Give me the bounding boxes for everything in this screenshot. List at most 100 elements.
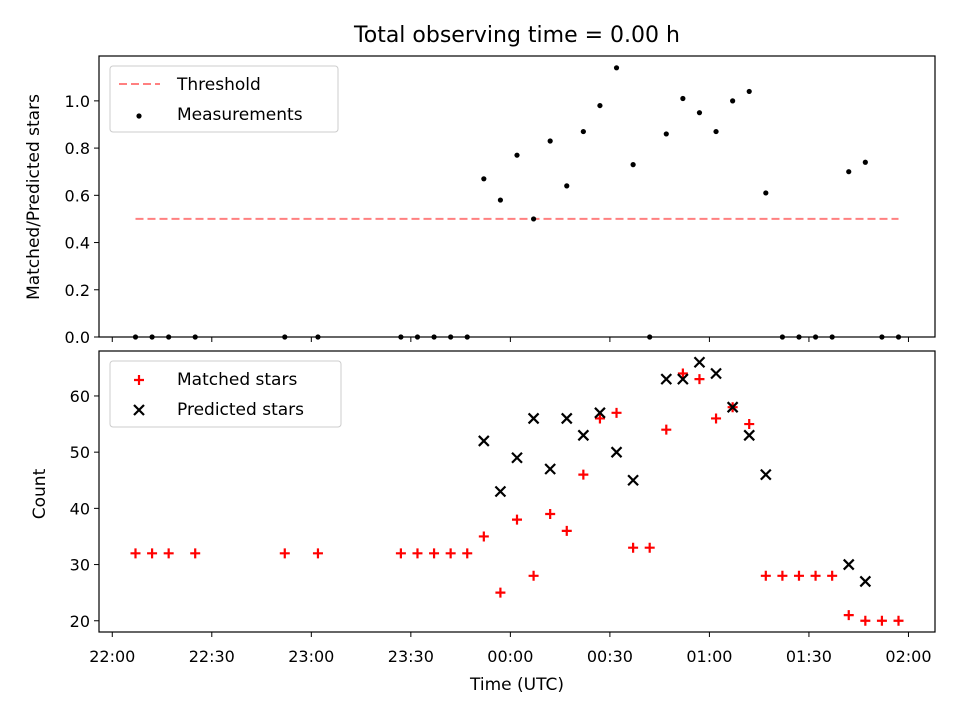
predicted-stars-point xyxy=(677,373,689,385)
measurement-point xyxy=(862,159,868,165)
matched-stars-point xyxy=(512,514,522,525)
measurement-point xyxy=(713,128,719,135)
matched-stars-point xyxy=(777,570,788,581)
predicted-stars-point xyxy=(494,485,507,498)
measurement-point xyxy=(846,169,852,175)
measurement-point xyxy=(696,110,703,116)
matched-stars-point xyxy=(744,419,755,430)
x-tick-label: 01:30 xyxy=(786,647,832,666)
matched-stars-point xyxy=(312,548,323,559)
predicted-stars-point xyxy=(577,429,590,442)
matched-stars-point xyxy=(134,375,144,385)
matched-stars-point xyxy=(611,407,622,418)
matched-stars-point xyxy=(147,548,158,559)
predicted-stars-point xyxy=(760,468,772,481)
bottom-plot-area: 20 30 40 50 60 22:00 22:30 23:00 23:30 00:00 00:30… xyxy=(70,350,936,666)
top-y-tick-label: 1.0 xyxy=(65,92,90,111)
matched-stars-point xyxy=(860,615,871,626)
predicted-stars-point xyxy=(527,412,540,425)
measurement-point xyxy=(564,183,570,189)
top-y-tick-label: 0.0 xyxy=(65,328,90,347)
predicted-stars-point xyxy=(511,452,523,464)
top-y-tick-label: 0.6 xyxy=(65,186,90,205)
bottom-legend-box xyxy=(109,360,342,428)
matched-stars-point xyxy=(893,615,904,626)
matched-stars-point xyxy=(628,542,639,553)
matched-stars-point xyxy=(412,548,423,559)
measurement-point xyxy=(763,190,769,196)
matched-stars-point xyxy=(843,610,854,621)
matched-stars-point xyxy=(545,508,556,519)
bottom-plot-frame xyxy=(98,350,936,633)
legend-measurements-swatch xyxy=(136,113,142,119)
predicted-stars-point xyxy=(859,575,872,588)
bottom-y-axis-label: Count xyxy=(30,468,50,519)
matched-stars-point xyxy=(561,525,572,536)
matched-stars-point xyxy=(644,542,655,553)
matched-stars-point xyxy=(578,469,589,480)
predicted-stars-point xyxy=(660,373,673,385)
top-y-axis-label: Matched/Predicted stars xyxy=(24,94,44,300)
matched-stars-point xyxy=(694,374,705,385)
matched-stars-point xyxy=(429,548,440,559)
top-y-tick-label: 0.4 xyxy=(65,234,90,253)
predicted-stars-point xyxy=(560,412,573,425)
measurement-point xyxy=(630,162,636,168)
matched-stars-point xyxy=(495,587,506,598)
matched-stars-point xyxy=(478,531,489,542)
predicted-stars-point xyxy=(693,356,706,369)
x-tick-label: 23:30 xyxy=(388,647,434,666)
x-axis-label: Time (UTC) xyxy=(469,675,564,695)
top-plot-frame xyxy=(98,55,936,338)
predicted-stars-point xyxy=(478,435,490,447)
top-y-tick-label: 0.8 xyxy=(65,139,90,158)
matched-stars-point xyxy=(190,548,201,559)
x-tick-label: 22:00 xyxy=(89,647,135,666)
measurement-point xyxy=(514,152,520,158)
matched-stars-point xyxy=(528,570,539,581)
matched-stars-point xyxy=(130,548,141,559)
measurement-point xyxy=(746,88,752,95)
matched-stars-point xyxy=(711,413,722,424)
matched-stars-point xyxy=(677,368,688,379)
matched-stars-point xyxy=(810,570,821,581)
matched-stars-point xyxy=(876,615,887,626)
predicted-stars-point xyxy=(544,463,556,475)
measurement-point xyxy=(597,102,603,109)
matched-stars-point xyxy=(395,548,406,559)
legend-matched-label: Matched stars xyxy=(177,370,297,390)
top-plot-area: 0.0 0.2 0.4 0.6 0.8 1.0 Threshold Measurements xyxy=(65,55,936,347)
matched-stars-point xyxy=(462,548,473,559)
x-tick-label: 00:30 xyxy=(587,647,633,666)
top-y-tick-label: 0.2 xyxy=(65,281,90,300)
measurement-point xyxy=(481,176,487,182)
matched-stars-point xyxy=(760,570,771,581)
predicted-stars-point xyxy=(726,401,739,413)
measurement-point xyxy=(530,216,537,222)
measurement-point xyxy=(663,131,669,137)
predicted-stars-point xyxy=(743,429,755,442)
x-tick-label: 00:00 xyxy=(487,647,533,666)
measurement-point xyxy=(580,128,586,135)
measurement-point xyxy=(680,95,686,102)
matched-stars-point xyxy=(827,570,838,581)
x-tick-label: 02:00 xyxy=(885,647,931,666)
bottom-y-tick-label: 60 xyxy=(70,387,90,406)
measurement-point xyxy=(497,197,504,203)
top-legend-box xyxy=(109,65,339,133)
measurement-point xyxy=(730,98,736,104)
top-legend: Threshold Measurements xyxy=(109,65,339,133)
bottom-y-tick-label: 50 xyxy=(70,443,90,462)
x-tick-label: 22:30 xyxy=(189,647,235,666)
predicted-stars-point xyxy=(594,407,606,419)
bottom-legend: Matched stars Predicted stars xyxy=(109,360,342,428)
matched-stars-point xyxy=(163,548,174,559)
x-tick-label: 01:00 xyxy=(686,647,732,666)
matched-stars-point xyxy=(445,548,456,559)
legend-measurements-label: Measurements xyxy=(177,105,303,125)
x-tick-label: 23:00 xyxy=(288,647,334,666)
matched-stars-point xyxy=(793,570,804,581)
predicted-stars-point xyxy=(842,558,855,571)
matched-stars-point xyxy=(594,413,605,424)
